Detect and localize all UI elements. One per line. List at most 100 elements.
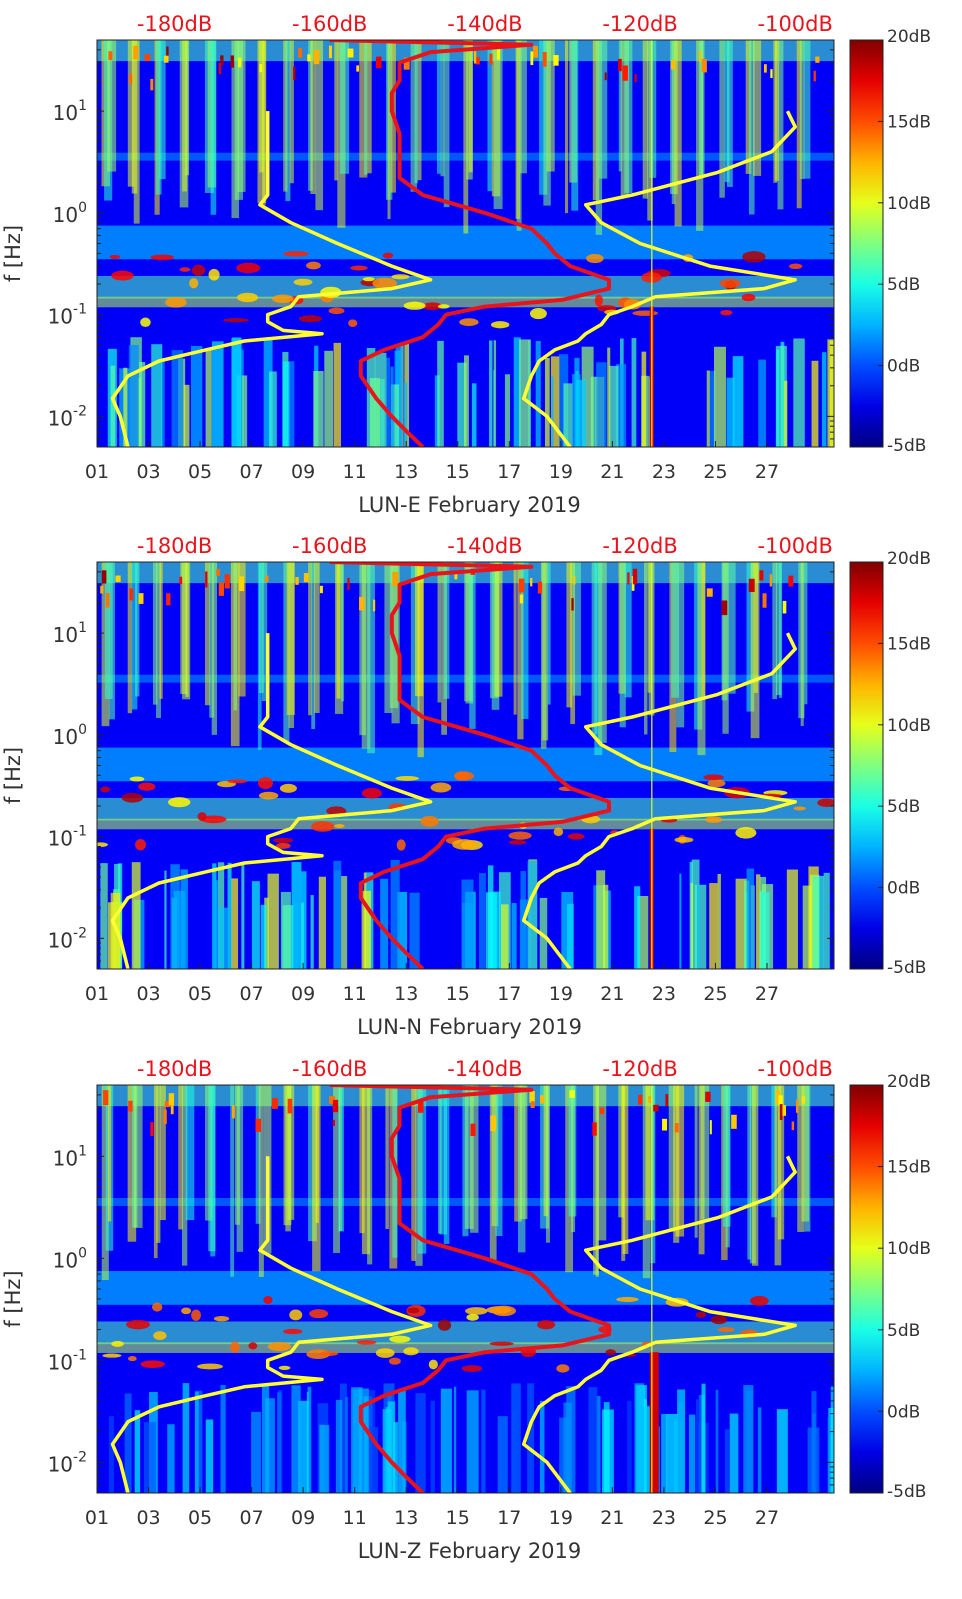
spectrogram-panel-2: 01 03 05 07 09 11 13 15 17 19 21 23 25 27 LUN-N Februa…	[1, 534, 931, 1039]
colorbar-tick-label: 5dB	[887, 275, 920, 295]
y-tick-label: 10-1	[48, 1347, 87, 1374]
spectrogram-panel-3: 01 03 05 07 09 11 13 15 17 19 21 23 25 27 LUN-Z Februa…	[1, 1057, 931, 1563]
colorbar-tick-label: 20dB	[887, 27, 931, 47]
x-axis-label: LUN-E February 2019	[358, 493, 580, 517]
x-tick-label: 21	[600, 983, 624, 1005]
x-tick-label: 07	[240, 461, 264, 483]
x-tick-label: 09	[291, 1507, 315, 1529]
y-tick-label: 100	[53, 722, 87, 749]
x-tick-label: 13	[394, 983, 418, 1005]
psd-curve-red	[329, 562, 611, 969]
x-tick-label: 19	[549, 983, 573, 1005]
y-tick-label: 100	[53, 1245, 87, 1272]
colorbar-tick-label: 15dB	[887, 112, 931, 132]
x-tick-label: 27	[755, 1507, 779, 1529]
y-tick-label: 101	[53, 620, 87, 647]
x-tick-label: 03	[136, 983, 160, 1005]
x-tick-label: 13	[394, 1507, 418, 1529]
x-tick-label: 17	[497, 1507, 521, 1529]
x-tick-label: 15	[446, 1507, 470, 1529]
colorbar-tick-label: 20dB	[887, 549, 931, 569]
y-tick-label: 101	[53, 98, 87, 125]
top-db-tick-label: -180dB	[137, 534, 212, 558]
top-db-tick-label: -180dB	[137, 12, 212, 36]
x-tick-label: 11	[343, 983, 367, 1005]
x-tick-label: 25	[703, 1507, 727, 1529]
y-tick-label: 100	[53, 200, 87, 227]
colorbar-tick-label: -5dB	[887, 958, 926, 978]
spectrogram-heatmap	[97, 562, 834, 969]
y-axis-label: f [Hz]	[1, 225, 25, 282]
colorbar-tick-label: 5dB	[887, 1321, 920, 1341]
high-noise-model-curve	[521, 110, 797, 447]
y-tick-label: 10-1	[48, 302, 87, 329]
colorbar-tick-label: 20dB	[887, 1072, 931, 1092]
top-db-tick-label: -120dB	[602, 1057, 677, 1081]
y-tick-label: 10-1	[48, 824, 87, 851]
y-tick-label: 10-2	[48, 925, 87, 952]
psd-curve-red	[329, 40, 611, 447]
colorbar	[849, 39, 884, 448]
colorbar-tick-label: 0dB	[887, 357, 920, 377]
x-tick-label: 07	[240, 983, 264, 1005]
x-tick-label: 17	[497, 461, 521, 483]
low-noise-model-curve	[110, 111, 433, 447]
colorbar-tick-label: 10dB	[887, 1239, 931, 1259]
top-db-tick-label: -120dB	[602, 534, 677, 558]
top-db-tick-label: -160dB	[292, 1057, 367, 1081]
x-tick-label: 09	[291, 461, 315, 483]
x-tick-label: 03	[136, 461, 160, 483]
y-tick-label: 10-2	[48, 403, 87, 430]
x-tick-label: 07	[240, 1507, 264, 1529]
y-tick-label: 101	[53, 1143, 87, 1170]
colorbar-tick-label: -5dB	[887, 436, 926, 456]
spectrogram-panel-1: 01 03 05 07 09 11 13 15 17 19 21 23 25 27 LUN-E Februa…	[1, 12, 931, 517]
x-tick-label: 01	[85, 983, 109, 1005]
top-db-tick-label: -100dB	[758, 534, 833, 558]
x-tick-label: 05	[188, 461, 212, 483]
x-tick-label: 23	[652, 461, 676, 483]
y-axis-label: f [Hz]	[1, 1270, 25, 1327]
x-tick-label: 19	[549, 461, 573, 483]
spectrogram-heatmap	[97, 40, 834, 447]
x-tick-label: 23	[652, 1507, 676, 1529]
x-tick-label: 09	[291, 983, 315, 1005]
colorbar-tick-label: 10dB	[887, 716, 931, 736]
x-tick-label: 23	[652, 983, 676, 1005]
colorbar	[849, 1084, 884, 1494]
x-tick-label: 05	[188, 1507, 212, 1529]
top-db-tick-label: -140dB	[447, 12, 522, 36]
top-db-tick-label: -120dB	[602, 12, 677, 36]
high-noise-model-curve	[521, 632, 797, 969]
x-tick-label: 01	[85, 461, 109, 483]
top-db-tick-label: -160dB	[292, 12, 367, 36]
colorbar-tick-label: 0dB	[887, 1402, 920, 1422]
colorbar-tick-label: 0dB	[887, 879, 920, 899]
x-axis-label: LUN-N February 2019	[357, 1015, 582, 1039]
x-tick-label: 11	[343, 1507, 367, 1529]
low-noise-model-curve	[110, 633, 433, 969]
y-axis-label: f [Hz]	[1, 747, 25, 804]
x-tick-label: 15	[446, 461, 470, 483]
y-tick-label: 10-2	[48, 1449, 87, 1476]
top-db-tick-label: -180dB	[137, 1057, 212, 1081]
x-tick-label: 27	[755, 983, 779, 1005]
low-noise-model-curve	[110, 1156, 433, 1493]
top-db-tick-label: -140dB	[447, 1057, 522, 1081]
colorbar-tick-label: 15dB	[887, 634, 931, 654]
x-tick-label: 15	[446, 983, 470, 1005]
x-tick-label: 01	[85, 1507, 109, 1529]
x-tick-label: 21	[600, 1507, 624, 1529]
x-tick-label: 27	[755, 461, 779, 483]
x-tick-label: 25	[703, 983, 727, 1005]
high-noise-model-curve	[521, 1155, 797, 1493]
x-tick-label: 05	[188, 983, 212, 1005]
top-db-tick-label: -160dB	[292, 534, 367, 558]
top-db-tick-label: -140dB	[447, 534, 522, 558]
psd-curve-red	[329, 1085, 611, 1493]
colorbar	[849, 561, 884, 970]
x-axis-label: LUN-Z February 2019	[358, 1539, 582, 1563]
colorbar-tick-label: 10dB	[887, 194, 931, 214]
spectrogram-heatmap	[97, 1085, 834, 1493]
